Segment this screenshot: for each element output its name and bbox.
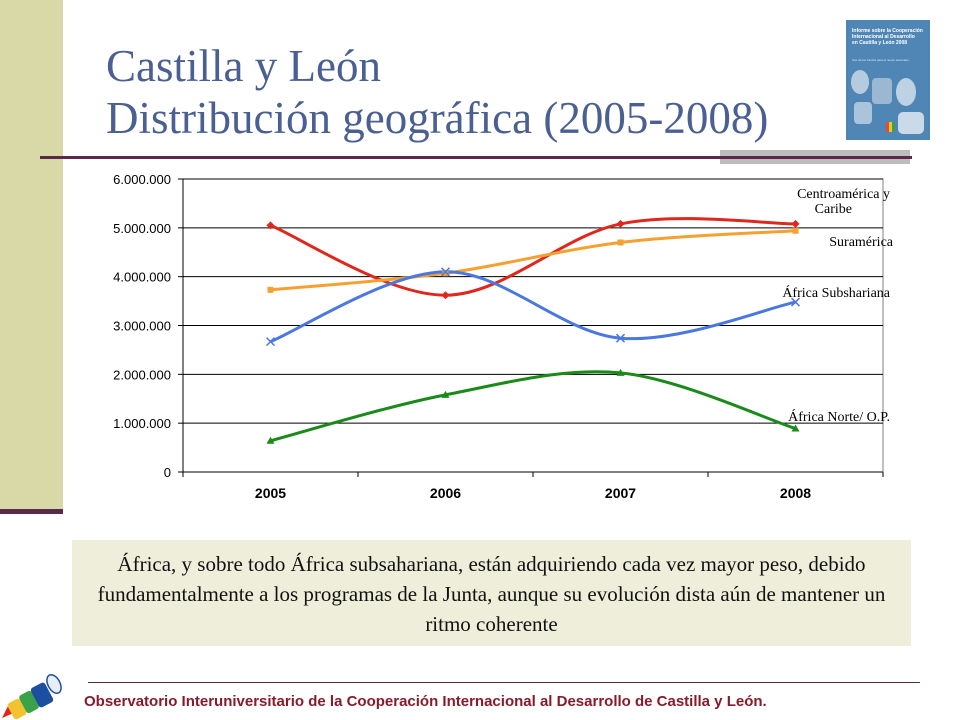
y-tick-label: 0 xyxy=(164,465,171,480)
x-tick-label: 2008 xyxy=(780,485,811,501)
observatory-logo xyxy=(2,673,62,720)
slide-title-line-1: Castilla y León xyxy=(106,41,381,91)
data-point xyxy=(790,297,801,307)
data-point xyxy=(266,436,275,444)
footer-text: Observatorio Interuniversitario de la Co… xyxy=(84,693,767,710)
series-line xyxy=(269,270,796,344)
data-point xyxy=(265,337,276,347)
data-point xyxy=(792,227,799,234)
data-point xyxy=(442,270,449,277)
data-point xyxy=(441,390,450,398)
slide-title-line-2: Distribución geográfica (2005-2008) xyxy=(106,93,769,143)
data-point xyxy=(441,291,450,300)
line-chart: 0 1.000.000 2.000.000 3.000.000 4.000.000 5.0… xyxy=(70,165,900,510)
data-point xyxy=(266,221,275,230)
series-line xyxy=(269,217,796,297)
series-line xyxy=(270,370,796,443)
data-point xyxy=(617,239,624,246)
chart-frame xyxy=(70,165,900,510)
footer-rule xyxy=(88,682,920,683)
report-cover-title: Informe sobre la Cooperación Internacion… xyxy=(852,28,923,46)
x-tick-label: 2005 xyxy=(255,485,286,501)
y-tick-label: 6.000.000 xyxy=(113,172,171,187)
data-point xyxy=(267,286,274,293)
data-point xyxy=(616,368,625,376)
series-line xyxy=(270,229,796,292)
y-tick-label: 2.000.000 xyxy=(113,367,171,382)
y-tick-label: 3.000.000 xyxy=(113,319,171,334)
data-point xyxy=(791,219,800,228)
slide-caption: África, y sobre todo África subsahariana… xyxy=(72,540,911,646)
x-tick-label: 2006 xyxy=(430,485,461,501)
series-label: Suramérica xyxy=(829,235,894,250)
slide-title: Castilla y León Distribución geográfica … xyxy=(106,40,768,144)
series-label: África Norte/ O.P. xyxy=(788,408,890,425)
y-tick-label: 1.000.000 xyxy=(113,416,171,431)
x-tick-label: 2007 xyxy=(605,485,636,501)
data-point xyxy=(615,333,626,343)
data-point xyxy=(791,424,800,432)
y-tick-label: 4.000.000 xyxy=(113,270,171,285)
data-point xyxy=(616,219,625,228)
report-cover-image: Informe sobre la Cooperación Internacion… xyxy=(846,20,930,140)
series-label: África Subshariana xyxy=(782,284,890,301)
header-rule xyxy=(40,156,912,159)
left-decor-bar xyxy=(0,0,63,512)
left-decor-bar-end xyxy=(0,509,63,514)
data-point xyxy=(440,267,451,277)
report-cover-subtitle: Uso de los fondos para el nuevo escenari… xyxy=(852,58,909,62)
y-tick-label: 5.000.000 xyxy=(113,221,171,236)
series-label: Centroamérica y Caribe xyxy=(797,187,890,217)
report-cover-graphic xyxy=(851,70,924,134)
